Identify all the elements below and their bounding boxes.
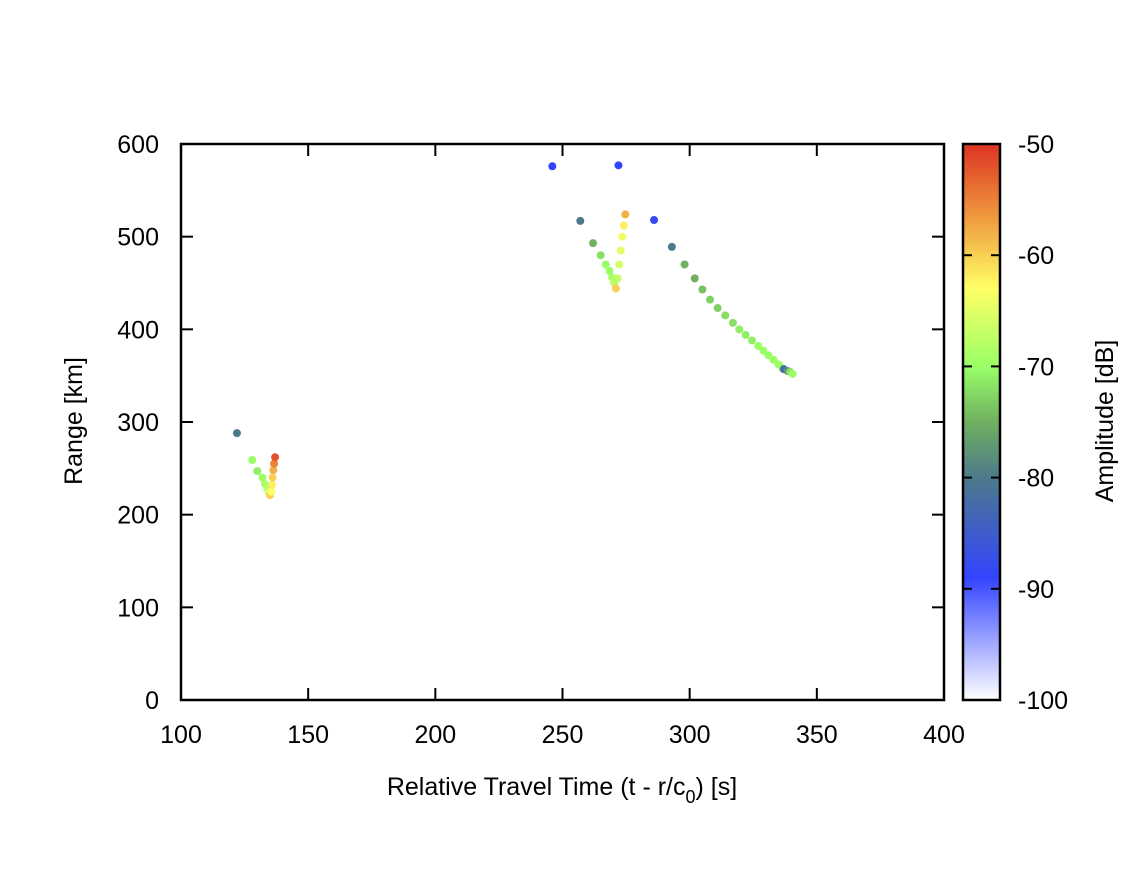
data-point — [713, 304, 722, 313]
colorbar-gradient — [961, 142, 1002, 702]
data-point — [605, 266, 614, 275]
data-point — [728, 318, 737, 327]
colorbar-tick-label: -50 — [1018, 131, 1054, 159]
colorbar-tick-label: -80 — [1018, 465, 1054, 493]
data-point — [741, 330, 750, 339]
colorbar: -100 -90 -80 -70 -60 -50 — [961, 131, 1068, 715]
data-point — [690, 274, 699, 283]
data-point — [589, 239, 598, 248]
data-point — [548, 162, 557, 171]
x-axis: 100 150 200 250 300 350 400 — [160, 144, 965, 749]
data-point — [576, 216, 585, 225]
data-point — [615, 260, 624, 269]
data-point — [601, 260, 610, 269]
x-tick-label: 200 — [414, 721, 456, 749]
data-point — [706, 295, 715, 304]
data-point — [268, 473, 277, 482]
data-point — [619, 221, 628, 230]
y-tick-label: 600 — [117, 131, 159, 159]
data-point — [616, 246, 625, 255]
data-point — [754, 342, 763, 351]
x-tick-label: 100 — [160, 721, 202, 749]
data-point — [258, 473, 267, 482]
colorbar-tick-label: -70 — [1018, 353, 1054, 381]
data-points — [232, 161, 797, 500]
data-point — [621, 210, 630, 219]
data-point — [268, 481, 277, 490]
data-point — [759, 346, 768, 355]
data-point — [611, 284, 620, 293]
plot-area — [179, 142, 946, 702]
data-point — [747, 336, 756, 345]
y-axis-title: Range [km] — [60, 357, 88, 485]
x-axis-title-main: Relative Travel Time (t - r/c — [387, 773, 686, 801]
data-point — [596, 251, 605, 260]
data-point — [248, 455, 257, 464]
data-point — [270, 459, 279, 468]
data-point — [269, 466, 278, 475]
x-tick-label: 150 — [287, 721, 329, 749]
x-tick-label: 300 — [669, 721, 711, 749]
x-axis-title: Relative Travel Time (t - r/c0) [s] — [387, 773, 737, 807]
x-tick-label: 250 — [542, 721, 584, 749]
x-tick-label: 400 — [923, 721, 965, 749]
colorbar-title: Amplitude [dB] — [1091, 340, 1119, 503]
data-point — [698, 285, 707, 294]
x-axis-title-suffix: ) [s] — [696, 773, 738, 801]
data-point — [769, 355, 778, 364]
y-tick-label: 400 — [117, 316, 159, 344]
y-tick-label: 200 — [117, 502, 159, 530]
data-point — [721, 311, 730, 320]
data-point — [618, 232, 627, 241]
x-axis-title-subscript: 0 — [685, 787, 695, 807]
data-point — [267, 487, 276, 496]
y-tick-label: 300 — [117, 409, 159, 437]
y-axis: 0 100 200 300 400 500 600 — [117, 131, 944, 715]
data-point — [764, 351, 773, 360]
colorbar-tick-label: -60 — [1018, 242, 1054, 270]
x-tick-label: 350 — [796, 721, 838, 749]
data-point — [253, 467, 262, 476]
data-point — [650, 215, 659, 224]
data-point — [271, 453, 280, 462]
data-point — [232, 429, 241, 438]
data-point — [613, 274, 622, 283]
colorbar-tick-label: -100 — [1018, 687, 1068, 715]
data-point — [788, 369, 797, 378]
y-tick-label: 0 — [145, 687, 159, 715]
data-point — [667, 242, 676, 251]
y-tick-label: 100 — [117, 594, 159, 622]
plot-frame — [179, 142, 946, 702]
data-point — [735, 325, 744, 334]
data-point — [614, 161, 623, 170]
colorbar-tick-label: -90 — [1018, 576, 1054, 604]
y-tick-label: 500 — [117, 224, 159, 252]
data-point — [680, 260, 689, 269]
